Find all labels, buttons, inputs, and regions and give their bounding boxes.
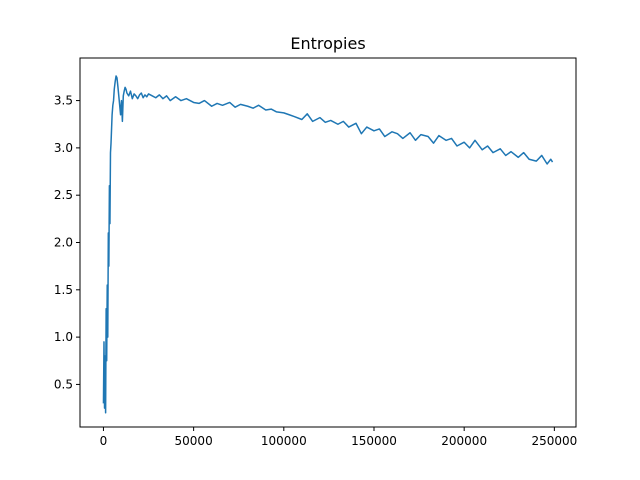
x-tick-label: 50000 [175,434,213,448]
y-tick-label: 0.5 [54,377,73,391]
chart-title: Entropies [290,34,365,53]
y-tick-label: 3.0 [54,141,73,155]
x-tick-label: 200000 [441,434,487,448]
x-tick-label: 250000 [531,434,577,448]
plot-area [102,75,554,414]
y-tick-label: 2.5 [54,188,73,202]
y-tick-label: 3.5 [54,94,73,108]
series-line-0 [102,75,554,414]
x-tick-label: 100000 [261,434,307,448]
x-tick-label: 150000 [351,434,397,448]
y-tick-label: 2.0 [54,236,73,250]
y-tick-label: 1.0 [54,330,73,344]
y-axis: 0.5 1.0 1.5 2.0 2.5 3.0 3.5 [54,94,80,391]
axes-frame [79,57,577,428]
y-tick-label: 1.5 [54,283,73,297]
x-axis: 0 50000 100000 150000 200000 250000 [100,427,577,448]
x-tick-label: 0 [100,434,108,448]
